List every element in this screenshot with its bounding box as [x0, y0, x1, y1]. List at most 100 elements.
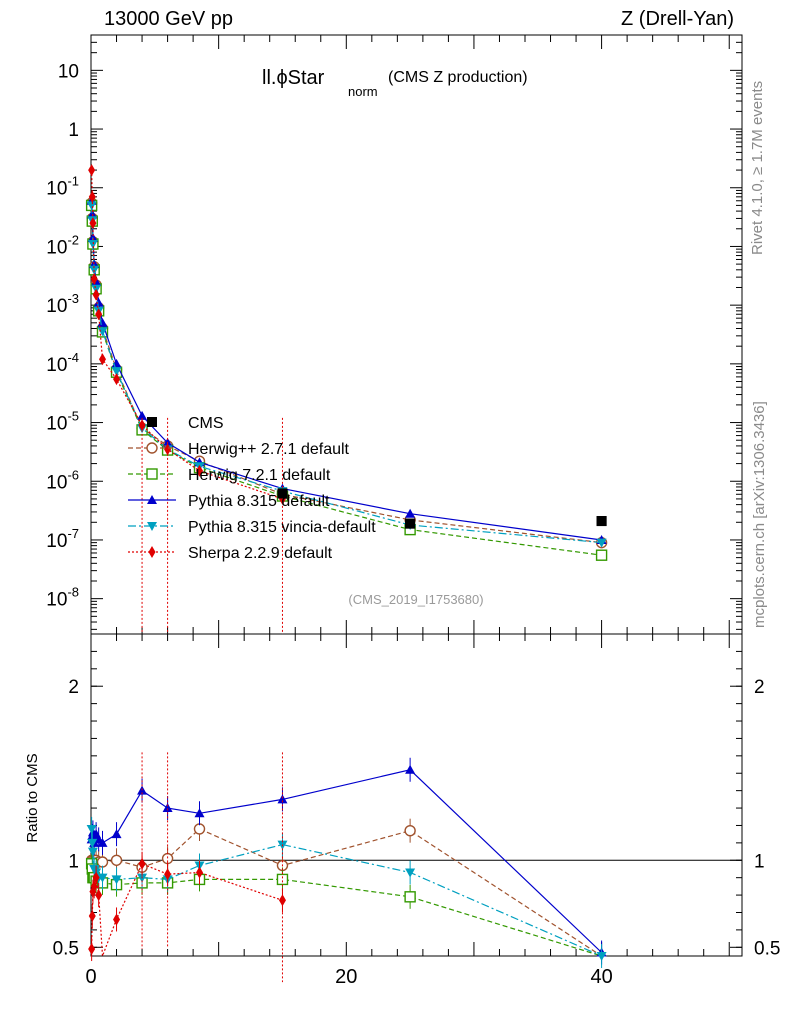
- legend-marker: [146, 468, 158, 480]
- x-tick-label: 20: [335, 966, 357, 988]
- data-point-main: [95, 308, 103, 321]
- data-point-main: [89, 217, 97, 230]
- data-point-main: [86, 201, 97, 211]
- legend-label: Pythia 8.315 default: [188, 493, 330, 510]
- legend: CMS Herwig++ 2.7.1 default Herwig 7.2.1 de…: [128, 415, 376, 562]
- data-point-main: [98, 353, 106, 366]
- legend-marker: [146, 442, 158, 454]
- data-point-main: [97, 317, 108, 327]
- data-point-main: [93, 297, 104, 307]
- series-sherpa-2-2-9-default: [88, 164, 286, 962]
- header-beam-label: 13000 GeV pp: [104, 8, 233, 30]
- ratio-ylabel: Ratio to CMS: [24, 753, 41, 842]
- data-point-ratio: [405, 868, 416, 878]
- legend-label: CMS: [188, 415, 224, 432]
- main-ytick-label: 10-4: [46, 350, 79, 376]
- legend-marker: [147, 495, 157, 504]
- main-ytick-label: 10-1: [46, 174, 79, 200]
- ratio-ytick-label: 2: [68, 677, 79, 698]
- ratio-ytick-label: 1: [754, 851, 765, 872]
- x-tick-label: 0: [85, 966, 96, 988]
- data-point-ratio: [97, 837, 108, 847]
- data-point-ratio: [92, 871, 100, 884]
- legend-entry: Pythia 8.315 default: [128, 493, 330, 510]
- data-point-main: [596, 538, 607, 548]
- legend-label: Pythia 8.315 vincia-default: [188, 519, 376, 536]
- data-point-ratio: [88, 909, 96, 922]
- cms-data-point: [596, 516, 607, 527]
- data-point-ratio: [86, 824, 97, 834]
- chart-title-subscript: norm: [348, 84, 378, 99]
- legend-entry: Sherpa 2.2.9 default: [128, 545, 333, 562]
- data-point-ratio: [404, 891, 416, 903]
- series-herwig-2-7-1-default: [85, 197, 608, 957]
- ratio-frame: [90, 633, 743, 957]
- main-ytick-label: 10-8: [46, 585, 79, 611]
- data-point-ratio: [111, 829, 122, 839]
- data-point-ratio: [405, 764, 416, 774]
- series-line-main: [91, 205, 602, 544]
- mcplots-label: mcplots.cern.ch [arXiv:1306.3436]: [751, 401, 768, 628]
- data-point-main: [88, 190, 96, 203]
- legend-marker: [147, 522, 157, 531]
- x-tick-label: 40: [590, 966, 612, 988]
- main-ytick-label: 10-6: [46, 467, 79, 493]
- series-herwig-7-2-1-default: [85, 199, 608, 957]
- legend-entry: Pythia 8.315 vincia-default: [128, 519, 376, 536]
- data-point-ratio: [277, 794, 288, 804]
- data-point-ratio: [113, 913, 121, 926]
- legend-entry: CMS: [147, 415, 224, 432]
- sherpa-error-bars: [141, 417, 283, 983]
- data-point-main: [138, 419, 146, 432]
- legend-marker: [147, 417, 157, 427]
- legend-label: Sherpa 2.2.9 default: [188, 545, 333, 562]
- main-ytick-label: 10-5: [46, 409, 79, 435]
- data-point-main: [405, 508, 416, 518]
- data-point-ratio: [276, 873, 289, 886]
- header-process-label: Z (Drell-Yan): [621, 8, 734, 30]
- chart-title: ll.ϕStar: [262, 67, 325, 89]
- data-point-main: [164, 443, 172, 456]
- legend-entry: Herwig 7.2.1 default: [128, 467, 331, 484]
- data-point-main: [90, 272, 98, 285]
- cms-data-point: [277, 488, 288, 499]
- data-point-ratio: [194, 808, 205, 818]
- main-ytick-label: 10-7: [46, 526, 79, 552]
- data-point-main: [97, 327, 108, 337]
- main-ytick-label: 10-3: [46, 291, 79, 317]
- legend-marker: [148, 546, 156, 558]
- data-point-main: [111, 367, 122, 377]
- data-point-main: [87, 232, 98, 242]
- data-point-ratio: [87, 838, 98, 848]
- ratio-panel: 2 2 1 1 0.5 0.5 0 20 40: [53, 633, 780, 988]
- series-pythia-8-315-vincia-default: [86, 201, 607, 968]
- ratio-ytick-label: 0.5: [754, 938, 780, 959]
- data-point-ratio: [97, 873, 108, 883]
- data-point-main: [595, 549, 608, 561]
- cms-markers: [277, 488, 607, 529]
- data-point-main: [113, 373, 121, 386]
- data-point-ratio: [87, 847, 98, 857]
- legend-label: Herwig 7.2.1 default: [188, 467, 331, 484]
- series-line-ratio: [91, 828, 602, 957]
- ratio-ytick-label: 2: [754, 677, 765, 698]
- data-point-ratio: [110, 854, 123, 866]
- rivet-version-label: Rivet 4.1.0, ≥ 1.7M events: [749, 80, 766, 255]
- data-point-ratio: [96, 856, 109, 868]
- chart-title-suffix: (CMS Z production): [388, 69, 528, 86]
- ratio-ytick-label: 1: [68, 851, 79, 872]
- data-point-ratio: [111, 875, 122, 885]
- legend-entry: Herwig++ 2.7.1 default: [128, 441, 350, 458]
- main-ytick-label: 1: [68, 120, 79, 141]
- data-point-ratio: [196, 866, 203, 879]
- data-point-main: [92, 288, 100, 301]
- analysis-id: (CMS_2019_I1753680): [348, 592, 483, 607]
- legend-label: Herwig++ 2.7.1 default: [188, 441, 350, 458]
- data-point-ratio: [596, 952, 607, 961]
- series-line-ratio: [91, 863, 602, 957]
- main-panel: 10 1 10-1 10-2 10-3 10-4 10-5 10-6 10-7 10-8: [46, 34, 743, 635]
- data-point-ratio: [162, 803, 173, 813]
- cms-data-point: [405, 518, 416, 529]
- main-ytick-label: 10-2: [46, 232, 79, 258]
- data-point-main: [87, 240, 98, 250]
